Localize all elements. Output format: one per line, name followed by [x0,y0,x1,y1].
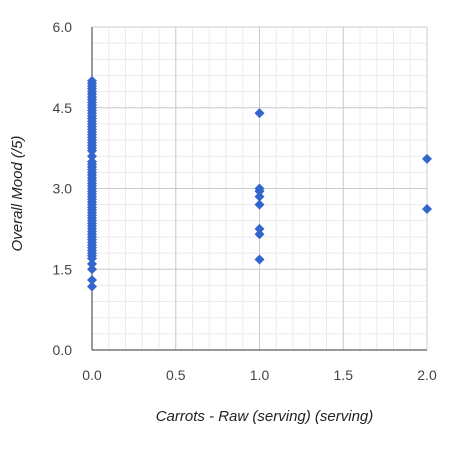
y-tick-label: 3.0 [53,181,73,197]
y-tick-label: 0.0 [53,342,73,358]
data-point [87,275,97,286]
data-point [422,203,432,214]
data-point [254,191,265,202]
x-tick-label: 0.5 [166,367,186,383]
data-point [87,145,97,156]
data-point [254,199,265,210]
data-point [87,151,97,162]
x-tick-label: 1.0 [250,367,270,383]
data-point [254,229,265,240]
x-axis-title: Carrots - Raw (serving) (serving) [156,408,374,425]
x-tick-label: 1.5 [334,367,354,383]
y-tick-label: 4.5 [53,100,73,116]
data-point [87,258,97,269]
data-point [87,264,97,275]
data-point [254,223,265,234]
x-tick-label: 0.0 [82,367,102,383]
data-point [87,281,97,292]
data-point [422,153,432,164]
data-points [87,75,432,292]
x-tick-label: 2.0 [417,367,437,383]
x-axis-tick-labels: 0.0 0.5 1.0 1.5 2.0 [82,367,437,383]
data-point [254,254,265,265]
data-point [87,253,97,264]
data-point [254,108,265,119]
data-point [254,186,265,197]
y-axis-title: Overall Mood (/5) [9,136,26,252]
y-tick-label: 6.0 [53,19,73,35]
y-axis-tick-labels: 0.0 1.5 3.0 4.5 6.0 [53,19,73,358]
y-tick-label: 1.5 [53,261,73,277]
